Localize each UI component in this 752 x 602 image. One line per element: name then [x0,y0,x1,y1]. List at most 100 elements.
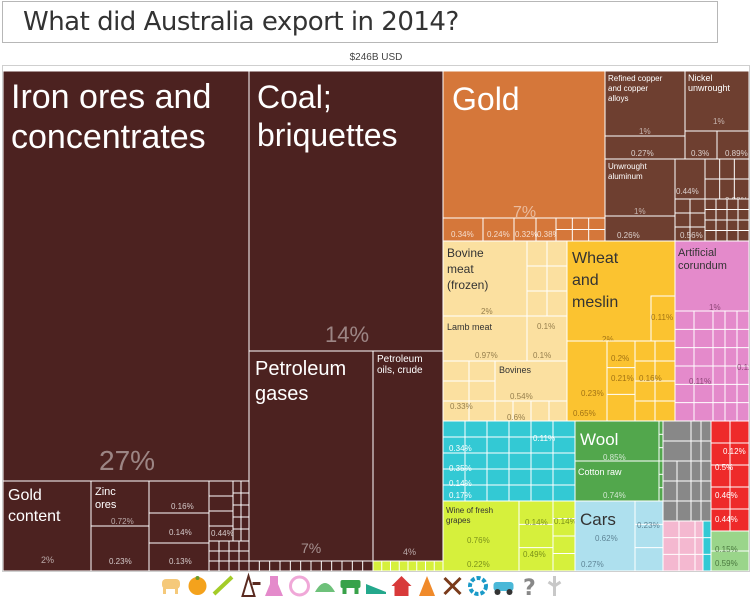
share-label-nickel: 1% [713,117,725,126]
share-label-coal: 14% [325,322,369,347]
share-label-wine: 0.76% [467,536,490,545]
tile-coal[interactable] [248,70,444,352]
share-label-gold: 7% [513,204,536,221]
animal-hides-icon[interactable] [315,583,335,592]
share-label: 0.89% [725,149,748,158]
tile-label-wheat: Wheat [572,250,619,267]
tile-wine[interactable] [442,500,520,571]
share-label: 0.1% [537,322,555,331]
share-label: 0.14% [449,479,472,488]
share-label: 0.12% [723,447,746,456]
tile-label-wool: Wool [580,430,618,449]
tile-label-lamb-meat: Lamb meat [447,322,493,332]
tile-label-refined-copper: Refined copper [608,74,663,83]
tile-label-wheat: meslin [572,294,618,311]
treemap-cell[interactable] [650,295,676,342]
tile-label-petroleum-gases: Petroleum [255,358,346,380]
tile-label-gold: Gold [452,81,520,117]
share-label: 0.15% [715,545,738,554]
tile-artificial-corundum[interactable] [674,240,749,312]
share-label: 0.14% [554,517,577,526]
share-label: 0.34% [449,444,472,453]
share-label-refined-copper: 1% [639,127,651,136]
share-label: 0.56% [680,231,703,240]
treemap-cell[interactable] [604,215,676,242]
tile-label-zinc-ores: Zinc [95,486,116,498]
tile-label-refined-copper: alloys [608,94,628,103]
tile-label-zinc-ores: ores [95,499,117,511]
tile-iron-ores[interactable] [3,70,250,482]
stone-glass-icon[interactable] [391,576,412,596]
textiles-icon[interactable] [340,580,361,594]
share-label: 0.5% [715,463,733,472]
share-label: 0.49% [523,550,546,559]
share-label: 0.11% [651,313,673,322]
total-value: $246B USD [349,52,403,63]
plastics-icon[interactable] [289,575,310,597]
treemap-cell[interactable] [702,520,712,571]
foodstuffs-icon[interactable] [188,576,207,595]
tile-aluminum[interactable] [604,158,676,217]
treemap-cell[interactable] [148,542,210,571]
mineral-products-icon[interactable] [241,572,261,597]
treemap-cell[interactable] [566,340,608,422]
tile-label-iron-ores: concentrates [11,118,206,156]
tile-label-coal: briquettes [257,117,398,153]
tile-gold-content[interactable] [3,480,92,571]
vegetable-products-icon[interactable] [212,575,234,596]
tile-petroleum-oils[interactable] [372,350,444,562]
animal-products-icon[interactable] [162,579,180,594]
tile-label-bovine-frozen: Bovine [447,246,484,260]
share-label: 0.6% [507,413,525,422]
tile-cars[interactable] [574,500,636,571]
share-label-petroleum-gases: 7% [301,540,321,556]
misc-icon[interactable]: ? [523,576,536,601]
tile-label-petroleum-gases: gases [255,383,308,405]
page-title: What did Australia export in 2014? [23,7,459,37]
treemap-cell[interactable] [684,130,718,160]
transportation-icon[interactable] [493,582,514,595]
tile-zinc-ores[interactable] [90,480,150,527]
precious-metals-icon[interactable] [419,576,435,596]
machines-icon[interactable] [468,576,488,596]
treemap-cell[interactable] [518,500,554,571]
treemap-frame: Iron ores and concentrates 27% Coal; briquet… [2,65,750,572]
tile-label-petroleum-oils: Petroleum [377,354,423,365]
tile-label-aluminum: aluminum [608,172,643,181]
share-label: 0.65% [573,409,596,418]
share-label: 0.44% [715,515,738,524]
metals-icon[interactable] [443,576,462,596]
share-label: 0.14% [525,518,548,527]
share-label: 0.33% [450,402,473,411]
share-label: 0.13% [169,557,192,566]
tile-label-nickel: unwrought [688,83,731,93]
share-label: 0.27% [631,149,654,158]
share-label-zinc-ores: 0.72% [111,517,134,526]
tile-label-gold-content: Gold [8,487,42,504]
share-label: 0.2% [611,354,629,363]
share-label: 0.38% [537,230,560,239]
tile-gold[interactable] [442,70,606,242]
share-label: 0.12% [737,363,749,372]
tile-label-aluminum: Unwrought [608,162,647,171]
tile-label-wine: grapes [446,516,470,525]
share-label-wheat: 2% [602,335,614,344]
share-label-aluminum: 1% [634,207,646,216]
tile-label-artificial-corundum: corundum [678,260,727,272]
share-label: 0.34% [451,230,474,239]
treemap-cell[interactable] [634,500,664,571]
share-label: 0.11% [533,434,555,443]
chemicals-icon[interactable] [265,576,283,596]
share-label: 0.1% [533,351,551,360]
share-label: 0.3% [691,149,709,158]
share-label: 0.46% [715,491,738,500]
tile-bovines[interactable] [494,360,568,402]
unknown-icon[interactable] [547,576,562,596]
share-label-bovine-frozen: 2% [481,307,493,316]
footwear-icon[interactable] [366,584,386,594]
title-box: What did Australia export in 2014? [2,1,718,43]
tile-bovine-frozen[interactable] [442,240,528,317]
tile-nickel[interactable] [684,70,749,132]
share-label-artificial-corundum: 1% [709,303,721,312]
